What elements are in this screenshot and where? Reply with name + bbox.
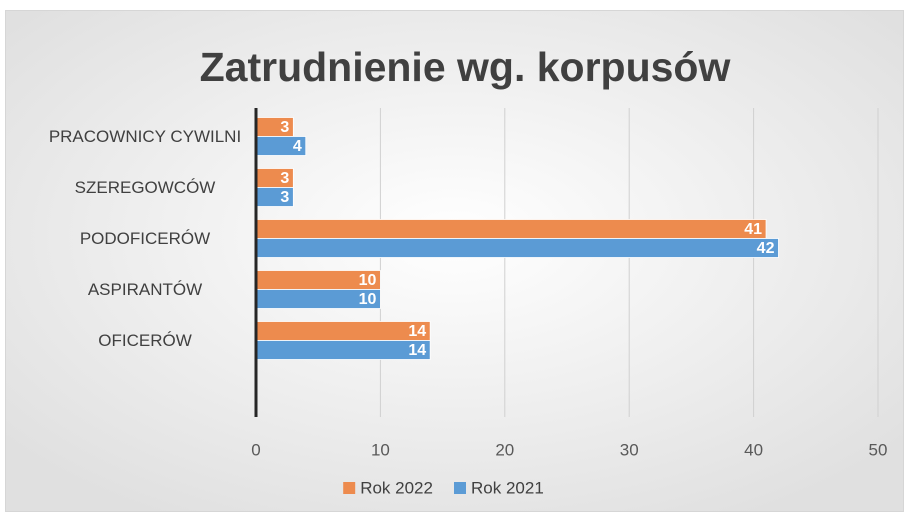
bar	[255, 219, 767, 239]
category-label-box: ASPIRANTÓW	[87, 280, 203, 299]
legend-swatch	[343, 482, 356, 494]
y-tick-label: ASPIRANTÓW	[87, 280, 203, 299]
category-label-box: PODOFICERÓW	[79, 229, 211, 248]
category-label-box: SZEREGOWCÓW	[74, 178, 216, 197]
legend-label: Rok 2022	[360, 478, 433, 497]
data-label: 41	[744, 221, 762, 238]
x-tick-label: 0	[251, 440, 260, 459]
data-label: 10	[359, 291, 377, 308]
data-label: 10	[359, 272, 377, 289]
legend-label: Rok 2021	[471, 478, 544, 497]
x-tick-label: 10	[371, 440, 390, 459]
y-tick-label: PODOFICERÓW	[79, 229, 211, 248]
bar	[255, 321, 431, 341]
data-label: 42	[757, 240, 775, 257]
y-tick-label: PRACOWNICY CYWILNI	[48, 127, 242, 146]
legend-swatch	[454, 482, 466, 494]
data-label: 3	[280, 119, 289, 136]
data-label: 14	[408, 342, 426, 359]
bar	[255, 238, 779, 258]
x-tick-label: 30	[620, 440, 639, 459]
chart-title: Zatrudnienie wg. korpusów	[200, 44, 731, 90]
data-label: 4	[293, 138, 302, 155]
category-label-box: OFICERÓW	[98, 331, 192, 350]
y-tick-label: SZEREGOWCÓW	[74, 178, 216, 197]
x-tick-label: 50	[869, 440, 888, 459]
x-tick-label: 20	[495, 440, 514, 459]
data-label: 14	[408, 323, 426, 340]
y-tick-label: OFICERÓW	[98, 331, 192, 350]
data-label: 3	[280, 189, 289, 206]
data-label: 3	[280, 170, 289, 187]
x-tick-label: 40	[744, 440, 763, 459]
category-label-box: PRACOWNICY CYWILNI	[48, 127, 242, 146]
bar	[255, 340, 431, 360]
